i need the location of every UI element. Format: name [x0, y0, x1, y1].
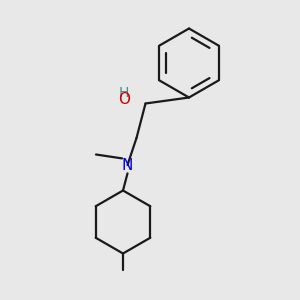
Text: N: N [122, 158, 133, 172]
Text: H: H [118, 86, 129, 100]
Text: O: O [118, 92, 130, 107]
